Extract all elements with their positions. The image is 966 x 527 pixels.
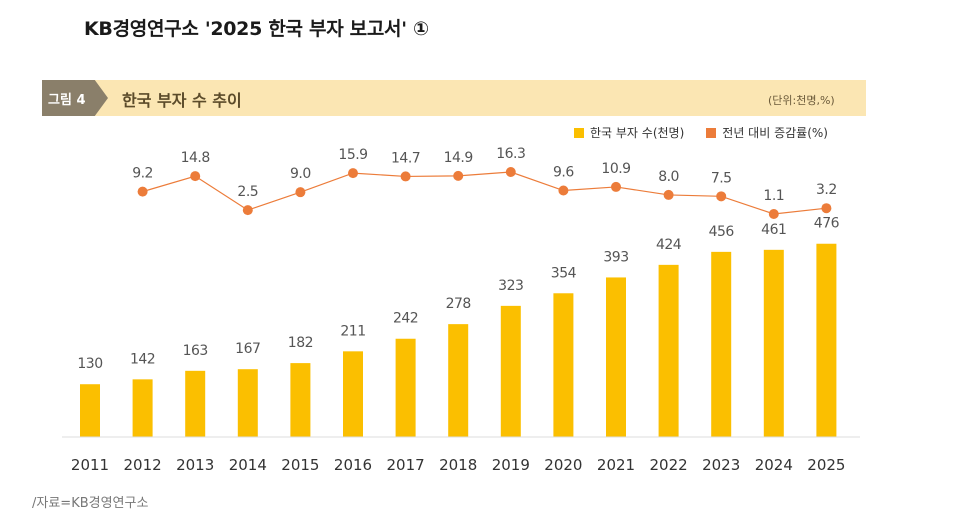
rate-label-2014: 2.5 xyxy=(237,184,258,200)
bar-value-label-2011: 130 xyxy=(77,356,102,372)
figure-header-bar xyxy=(42,80,866,116)
bar-value-label-2024: 461 xyxy=(761,222,786,238)
bar-value-label-2017: 242 xyxy=(393,311,418,327)
x-tick-label-2014: 2014 xyxy=(229,456,267,474)
bar-value-label-2021: 393 xyxy=(603,249,628,265)
bar-value-label-2019: 323 xyxy=(498,278,523,294)
bar-2018 xyxy=(448,324,469,437)
rate-label-2015: 9.0 xyxy=(290,166,311,182)
bar-value-label-2015: 182 xyxy=(288,335,313,351)
bar-value-label-2018: 278 xyxy=(446,296,471,312)
x-tick-label-2025: 2025 xyxy=(807,456,845,474)
bar-value-label-2023: 456 xyxy=(709,224,735,240)
headline: KB경영연구소 '2025 한국 부자 보고서' ① xyxy=(84,18,429,40)
chart-legend: 한국 부자 수(천명) 전년 대비 증감률(%) xyxy=(574,124,828,141)
legend-line-label: 전년 대비 증감률(%) xyxy=(722,126,828,140)
rate-label-2025: 3.2 xyxy=(816,182,837,198)
rate-label-2023: 7.5 xyxy=(711,170,732,186)
rate-point-2013 xyxy=(190,171,201,182)
bar-2019 xyxy=(500,305,521,437)
rate-point-2023 xyxy=(716,191,727,202)
bar-value-label-2022: 424 xyxy=(656,237,682,253)
bar-2012 xyxy=(132,379,153,437)
figure-unit: (단위:천명,%) xyxy=(768,94,835,107)
bar-value-label-2013: 163 xyxy=(183,343,208,359)
rate-point-2024 xyxy=(768,209,779,219)
rate-point-2015 xyxy=(295,187,306,198)
rate-label-2022: 8.0 xyxy=(658,169,679,185)
x-tick-label-2023: 2023 xyxy=(702,456,740,474)
rate-label-2021: 10.9 xyxy=(601,161,630,177)
x-tick-label-2013: 2013 xyxy=(176,456,214,474)
x-tick-label-2020: 2020 xyxy=(544,456,582,474)
bar-2015 xyxy=(290,363,311,437)
bar-2020 xyxy=(553,293,574,437)
bar-2021 xyxy=(606,277,626,437)
rate-label-2020: 9.6 xyxy=(553,165,574,181)
rate-point-2020 xyxy=(558,185,569,196)
rate-point-2025 xyxy=(821,203,832,214)
bar-2011 xyxy=(80,384,100,437)
bar-2017 xyxy=(395,338,416,437)
x-tick-label-2022: 2022 xyxy=(650,456,688,474)
rate-label-2019: 16.3 xyxy=(496,146,525,162)
figure-tag-badge xyxy=(42,80,108,116)
x-axis: 2011 2012 2013 2014 2015 2016 2017 2018 2019 2020… xyxy=(62,436,860,474)
line-layer: 9.2 14.8 2.5 9.0 15.9 14.7 14.9 16.3 9.6 10.9 8.0 7… xyxy=(132,146,837,219)
bar-value-label-2014: 167 xyxy=(235,341,260,357)
rate-point-2022 xyxy=(663,189,674,200)
rate-label-2016: 15.9 xyxy=(338,147,367,163)
legend-line-swatch xyxy=(706,127,717,138)
bar-value-label-2012: 142 xyxy=(130,351,155,367)
rate-label-2018: 14.9 xyxy=(444,150,473,166)
bar-value-label-2020: 354 xyxy=(551,265,577,281)
x-tick-label-2024: 2024 xyxy=(755,456,793,474)
rate-label-2013: 14.8 xyxy=(181,150,210,166)
growth-rate-line xyxy=(142,171,827,215)
x-tick-label-2016: 2016 xyxy=(334,456,372,474)
bar-2023 xyxy=(711,251,732,437)
figure-tag-label: 그림 4 xyxy=(48,93,86,108)
figure-title: 한국 부자 수 추이 xyxy=(122,91,242,110)
rate-label-2017: 14.7 xyxy=(391,150,420,166)
x-tick-label-2011: 2011 xyxy=(71,456,109,474)
x-tick-label-2018: 2018 xyxy=(439,456,477,474)
rate-point-2021 xyxy=(611,181,621,192)
x-tick-label-2021: 2021 xyxy=(597,456,635,474)
legend-bar-label: 한국 부자 수(천명) xyxy=(590,126,685,140)
rate-point-2018 xyxy=(453,170,464,181)
rate-point-2017 xyxy=(400,171,411,182)
rate-point-2019 xyxy=(505,167,516,177)
bar-2014 xyxy=(237,369,258,437)
bar-2025 xyxy=(816,243,837,437)
bar-value-label-2025: 476 xyxy=(814,216,840,232)
x-tick-label-2017: 2017 xyxy=(387,456,425,474)
bar-2013 xyxy=(185,370,206,437)
rate-point-2014 xyxy=(242,205,253,216)
bar-2016 xyxy=(343,351,363,437)
bar-2024 xyxy=(763,249,784,437)
x-tick-label-2019: 2019 xyxy=(492,456,530,474)
rate-point-2016 xyxy=(348,168,358,179)
rate-label-2012: 9.2 xyxy=(132,166,153,182)
x-tick-label-2015: 2015 xyxy=(281,456,319,474)
bars-layer: 130 142 163 167 182 211 242 278 323 354 393 424 456 4… xyxy=(77,216,840,437)
legend-bar-swatch xyxy=(574,127,584,138)
rate-label-2024: 1.1 xyxy=(763,188,784,204)
bar-2022 xyxy=(658,264,679,437)
source-note: /자료=KB경영연구소 xyxy=(32,496,149,511)
x-tick-label-2012: 2012 xyxy=(124,456,162,474)
bar-value-label-2016: 211 xyxy=(340,323,365,339)
rate-point-2012 xyxy=(137,186,148,197)
